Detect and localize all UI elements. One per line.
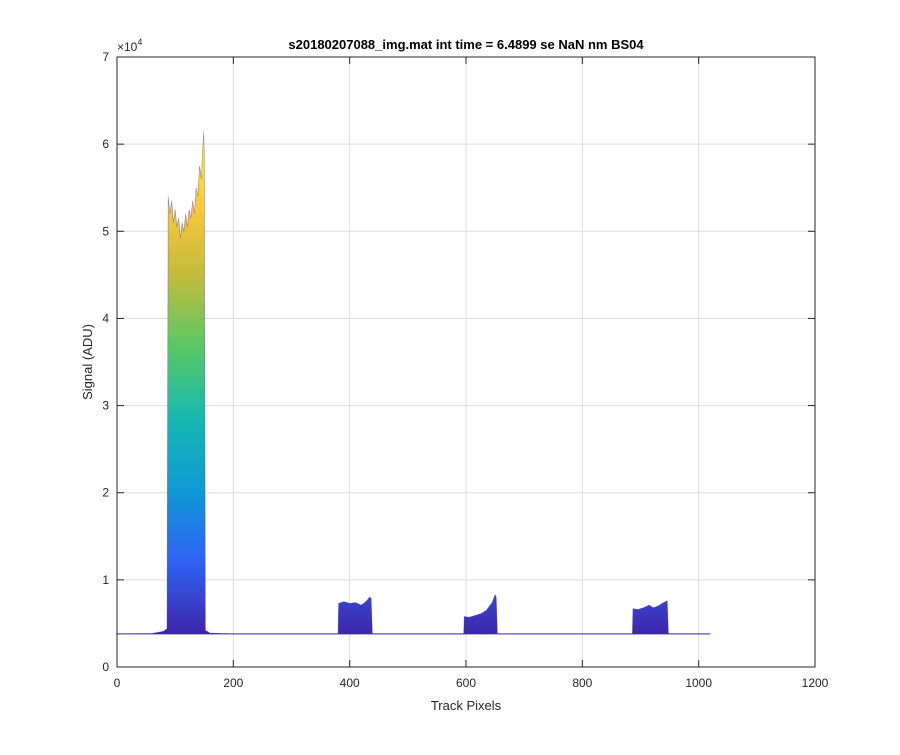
y-exponent-power: 4 bbox=[137, 37, 142, 47]
x-axis-label: Track Pixels bbox=[431, 698, 502, 713]
grid-lines bbox=[117, 57, 815, 667]
x-tick-label: 1000 bbox=[685, 676, 712, 690]
y-tick-label: 7 bbox=[102, 50, 109, 64]
y-exponent-base: ×10 bbox=[117, 40, 138, 54]
y-tick-label: 1 bbox=[102, 573, 109, 587]
axis-ticks: 0 200 400 600 800 1000 1200 0 1 2 3 4 5 6 7 bbox=[102, 50, 828, 690]
x-tick-label: 400 bbox=[340, 676, 360, 690]
y-tick-label: 3 bbox=[102, 399, 109, 413]
y-axis-exponent: ×104 bbox=[117, 37, 142, 54]
x-tick-label: 0 bbox=[114, 676, 121, 690]
x-tick-label: 600 bbox=[456, 676, 476, 690]
y-tick-label: 5 bbox=[102, 224, 109, 238]
y-tick-label: 6 bbox=[102, 137, 109, 151]
y-tick-label: 2 bbox=[102, 486, 109, 500]
data-layer bbox=[116, 131, 711, 635]
y-axis-label: Signal (ADU) bbox=[80, 324, 95, 400]
x-tick-label: 800 bbox=[572, 676, 592, 690]
x-tick-label: 1200 bbox=[802, 676, 829, 690]
x-tick-label: 200 bbox=[223, 676, 243, 690]
y-tick-label: 4 bbox=[102, 311, 109, 325]
y-tick-label: 0 bbox=[102, 660, 109, 674]
signal-outline bbox=[116, 131, 711, 635]
signal-area bbox=[117, 131, 711, 634]
chart-title: s20180207088_img.mat int time = 6.4899 s… bbox=[288, 37, 644, 52]
